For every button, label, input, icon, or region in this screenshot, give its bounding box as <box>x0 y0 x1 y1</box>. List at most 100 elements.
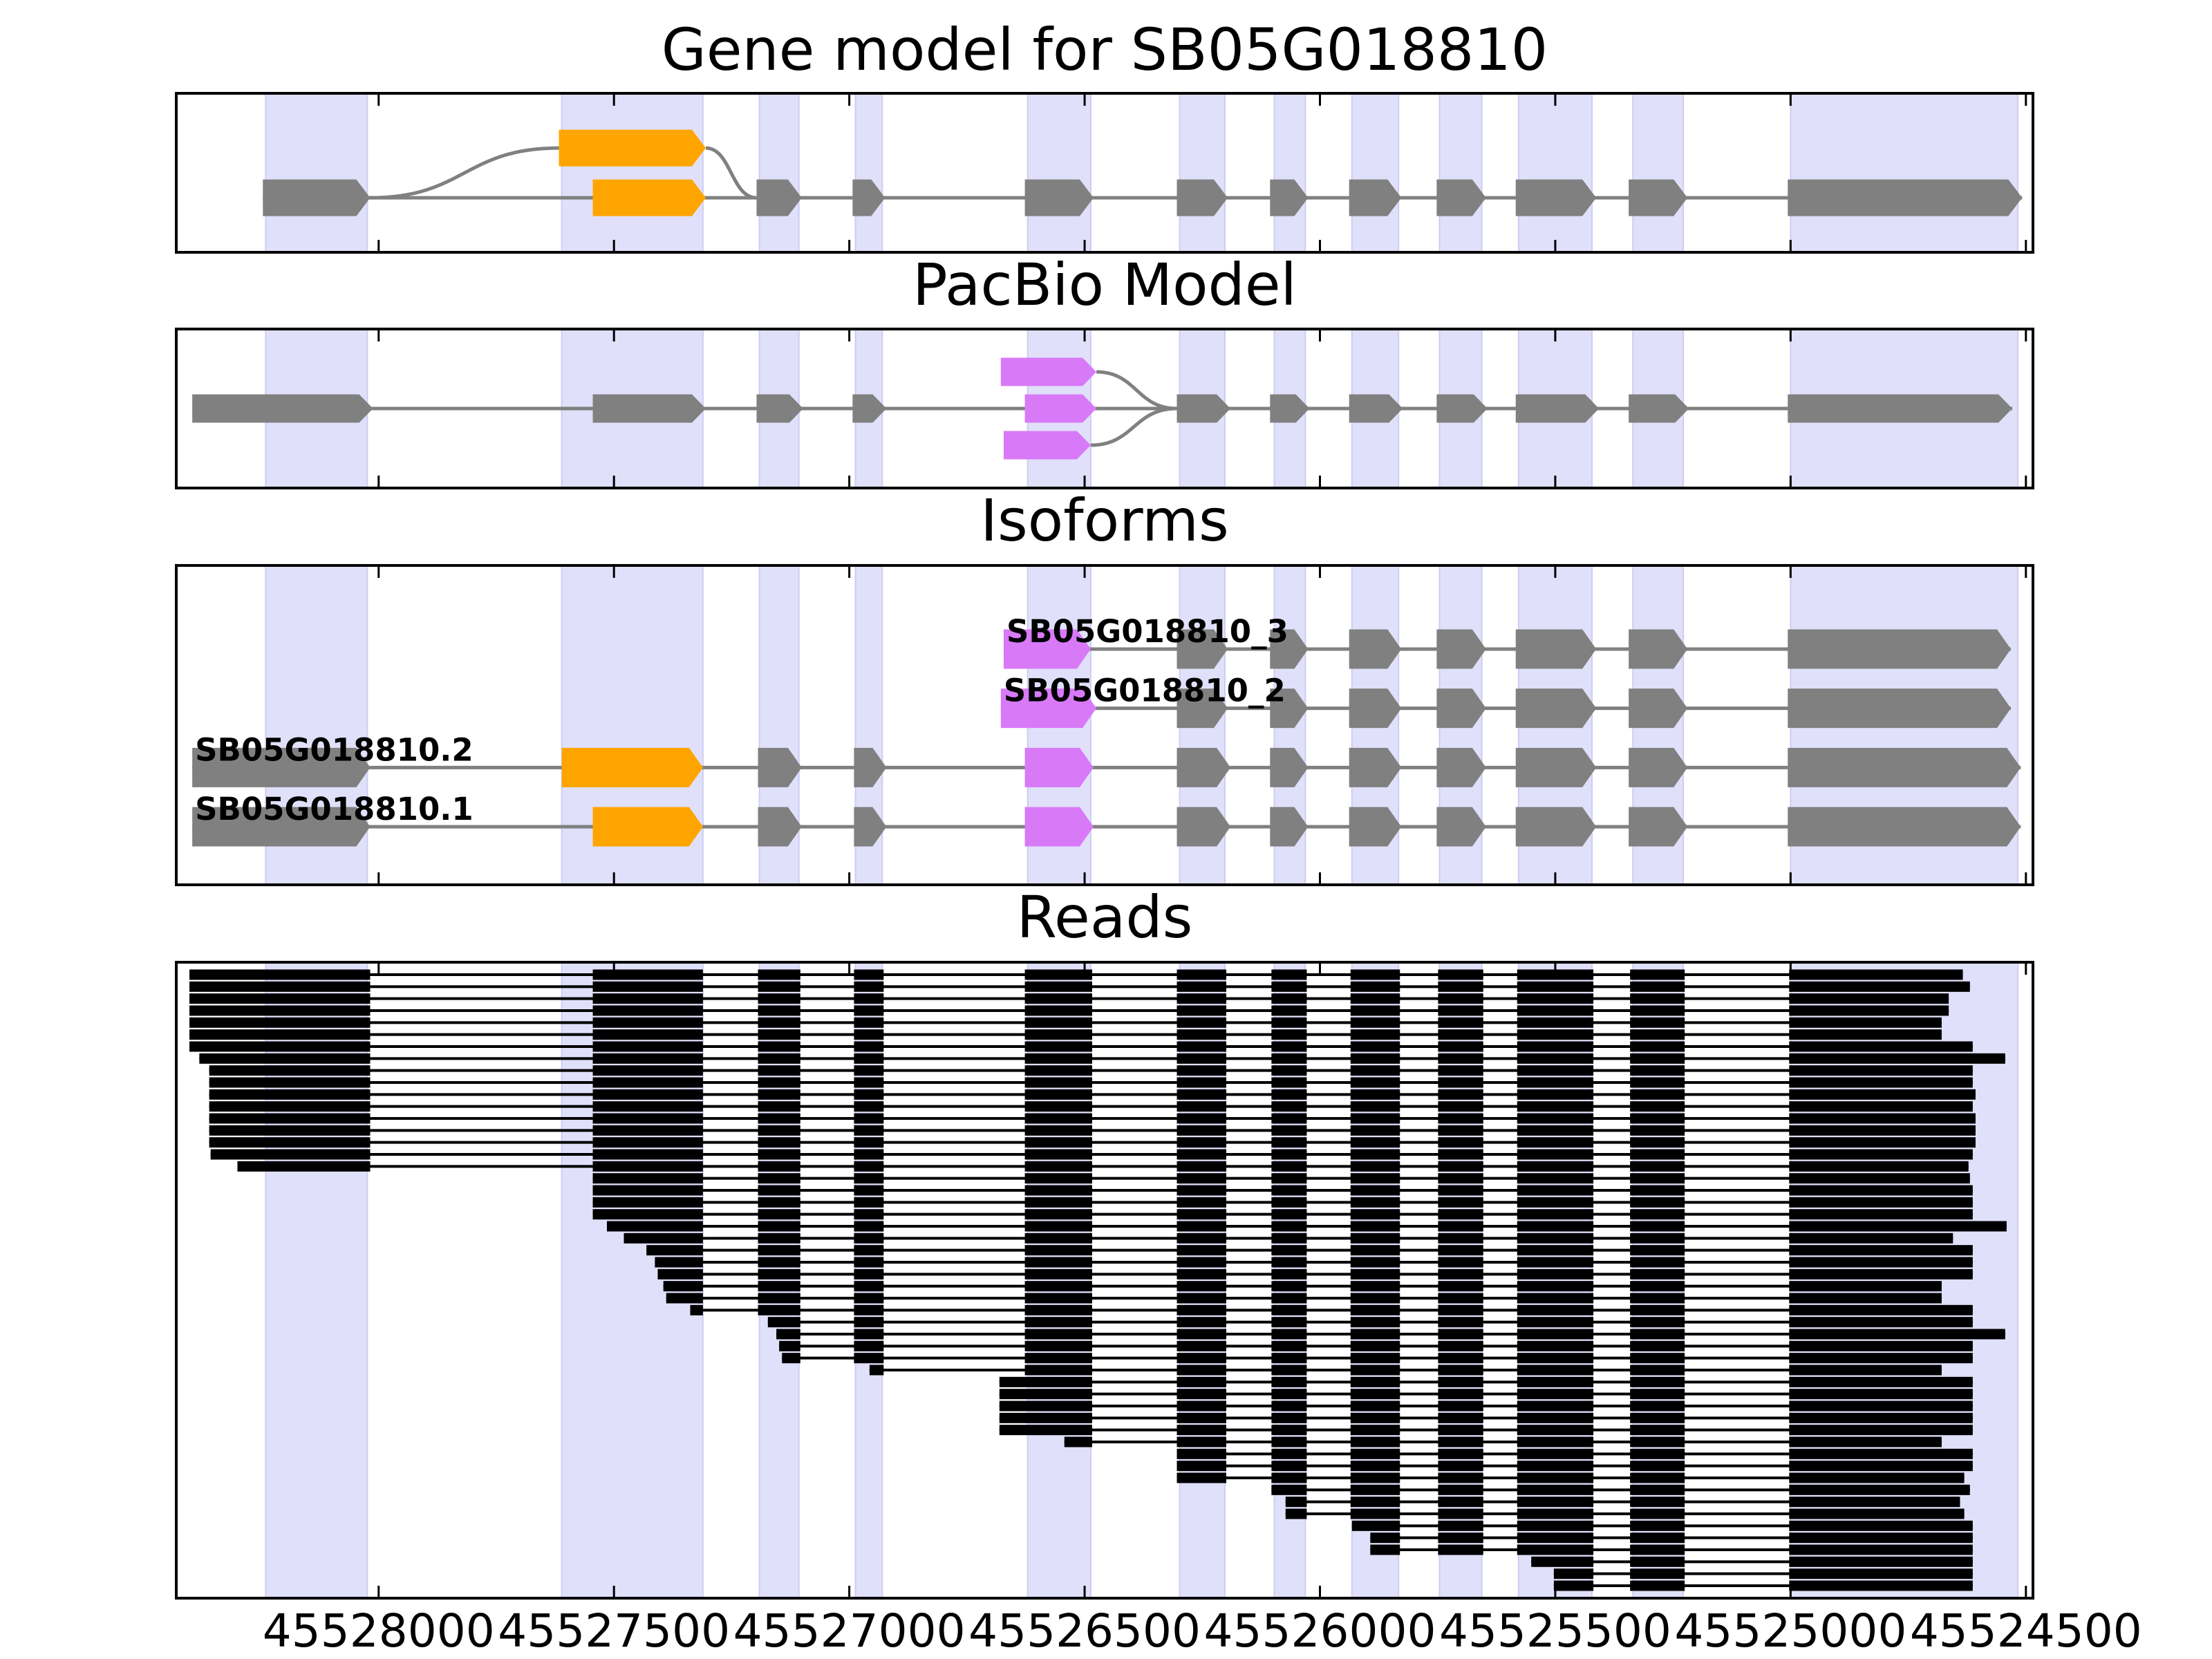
read-block <box>1630 1089 1685 1100</box>
read-block <box>1630 969 1685 980</box>
exon <box>1629 747 1688 787</box>
read-block <box>1177 993 1227 1004</box>
read-block <box>1024 1065 1092 1076</box>
read-block <box>1438 1484 1483 1495</box>
read-block <box>854 981 884 992</box>
read-block <box>1789 1065 1973 1076</box>
read-block <box>1789 993 1949 1004</box>
read-block <box>606 1221 703 1232</box>
read-block <box>1177 1137 1227 1148</box>
read-block <box>854 1053 884 1064</box>
read-block <box>854 1065 884 1076</box>
read-block <box>1517 1508 1594 1519</box>
read-block <box>1789 1161 1969 1172</box>
read-block <box>1438 1400 1483 1412</box>
read-block <box>1350 1340 1400 1351</box>
read-block <box>209 1125 371 1136</box>
exon <box>1270 688 1309 729</box>
read-block <box>1177 1340 1227 1351</box>
read-block <box>854 969 884 980</box>
read-block <box>1789 1041 1973 1052</box>
read-block <box>1630 1425 1685 1436</box>
read-block <box>1789 1281 1942 1292</box>
read-block <box>592 1173 703 1184</box>
alt-exon <box>559 129 706 167</box>
read-block <box>1350 1245 1400 1256</box>
read-block <box>1350 1041 1400 1052</box>
read-block <box>1630 1389 1685 1400</box>
read-block <box>237 1161 371 1172</box>
read-block <box>1789 1268 1973 1280</box>
read-block <box>1024 1149 1092 1160</box>
read-block <box>592 1017 703 1028</box>
read-block <box>592 993 703 1004</box>
read-block <box>1024 1101 1092 1112</box>
read-block <box>1630 1232 1685 1244</box>
exon-region <box>1790 93 2019 253</box>
read-block <box>1350 1005 1400 1016</box>
read-block <box>1789 1317 1973 1328</box>
splice-curve <box>370 146 559 200</box>
read-block <box>1177 981 1227 992</box>
read-block <box>758 1209 800 1220</box>
read-block <box>1285 1497 1307 1508</box>
read-block <box>1438 1520 1483 1531</box>
x-tick-label: 45526000 <box>1204 1604 1436 1658</box>
read-block <box>854 1221 884 1232</box>
exon <box>1515 688 1597 729</box>
read-block <box>1630 1161 1685 1172</box>
read-block <box>1438 1065 1483 1076</box>
exon <box>192 394 373 423</box>
exon <box>1024 394 1097 423</box>
read-block <box>1517 1461 1594 1472</box>
read-block <box>1024 969 1092 980</box>
read-block <box>758 1221 800 1232</box>
read-block <box>758 1077 800 1088</box>
read-block <box>1789 1293 1942 1304</box>
read-block <box>1517 1484 1594 1495</box>
read-block <box>209 1137 371 1148</box>
read-block <box>854 1041 884 1052</box>
read-block <box>1517 1293 1594 1304</box>
read-block <box>1438 1017 1483 1028</box>
read-block <box>209 1077 371 1088</box>
read-block <box>854 1161 884 1172</box>
read-block <box>1271 1365 1307 1376</box>
read-block <box>1789 1448 1973 1459</box>
x-tick-label: 45527000 <box>733 1604 966 1658</box>
read-block <box>758 1185 800 1196</box>
read-block <box>1438 1425 1483 1436</box>
read-block <box>1789 1340 1973 1351</box>
exon <box>1436 807 1486 847</box>
read-block <box>1438 1005 1483 1016</box>
read-block <box>1024 1041 1092 1052</box>
read-block <box>1517 1329 1594 1340</box>
panel-title: Gene model for SB05G018810 <box>662 16 1548 84</box>
read-block <box>1350 1389 1400 1400</box>
read-block <box>1350 1376 1400 1387</box>
read-block <box>1517 1221 1594 1232</box>
read-block <box>1024 1365 1092 1376</box>
read-block <box>1789 1472 1965 1483</box>
read-block <box>1438 1209 1483 1220</box>
read-block <box>1789 1484 1970 1495</box>
read-block <box>1271 1268 1307 1280</box>
read-block <box>592 1005 703 1016</box>
read-block <box>854 1077 884 1088</box>
read-block <box>1350 1053 1400 1064</box>
read-block <box>592 1065 703 1076</box>
exon <box>561 747 703 787</box>
read-block <box>1438 981 1483 992</box>
read-block <box>1517 1268 1594 1280</box>
read-block <box>1271 1329 1307 1340</box>
exon-region <box>1179 93 1226 253</box>
read-block <box>1271 1089 1307 1100</box>
read-block <box>1177 1005 1227 1016</box>
read-block <box>1438 1185 1483 1196</box>
read-block <box>1350 1125 1400 1136</box>
read-block <box>758 1113 800 1124</box>
read-block <box>1789 1376 1973 1387</box>
exon <box>1024 179 1094 216</box>
read-block <box>1350 1400 1400 1412</box>
